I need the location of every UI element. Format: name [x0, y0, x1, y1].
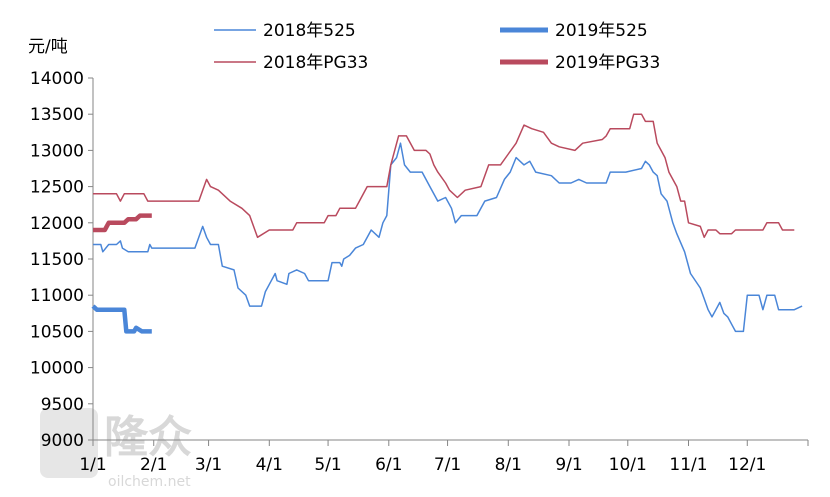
- x-tick-label: 4/1: [256, 455, 283, 475]
- y-tick-label: 11000: [30, 286, 84, 306]
- y-tick-label: 9000: [41, 431, 84, 451]
- x-tick-label: 10/1: [609, 455, 647, 475]
- legend: 2018年525 2019年525 2018年PG33 2019年PG33: [214, 21, 660, 73]
- series-line-2019年PG33: [93, 213, 152, 233]
- x-tick-label: 8/1: [495, 455, 522, 475]
- y-tick-label: 13000: [30, 141, 84, 161]
- legend-label-2019-525: 2019年525: [555, 21, 648, 41]
- series-lines: [91, 113, 803, 334]
- legend-label-2018-525: 2018年525: [263, 21, 356, 41]
- series-line-2018年PG33: [93, 113, 795, 239]
- y-tick-label: 10000: [30, 359, 84, 379]
- y-tick-label: 12000: [30, 214, 84, 234]
- y-tick-label: 13500: [30, 105, 84, 125]
- legend-label-2019-pg33: 2019年PG33: [555, 53, 660, 73]
- y-tick-label: 10500: [30, 322, 84, 342]
- x-tick-label: 12/1: [728, 455, 766, 475]
- x-tick-label: 7/1: [434, 455, 461, 475]
- y-tick-label: 14000: [30, 69, 84, 89]
- series-line-2019年525: [91, 304, 152, 334]
- series-line-2018年525: [93, 142, 803, 333]
- y-tick-label: 9500: [41, 395, 84, 415]
- x-tick-label: 1/1: [79, 455, 106, 475]
- x-tick-label: 11/1: [669, 455, 707, 475]
- x-tick-label: 6/1: [375, 455, 402, 475]
- x-tick-label: 9/1: [555, 455, 582, 475]
- x-tick-label: 5/1: [314, 455, 341, 475]
- y-tick-label: 11500: [30, 250, 84, 270]
- y-tick-label: 12500: [30, 178, 84, 198]
- watermark-site: oilchem.net: [108, 474, 191, 490]
- y-unit-label: 元/吨: [28, 37, 68, 57]
- y-ticks: 9000 9500 10000 10500 11000 11500 12000 12500 13…: [30, 69, 93, 451]
- x-tick-label: 3/1: [195, 455, 222, 475]
- x-ticks: 1/1 2/1 3/1 4/1 5/1 6/1 7/1 8/1 9/1 10/1 11/1 12/1: [79, 440, 809, 475]
- legend-label-2018-pg33: 2018年PG33: [263, 53, 368, 73]
- watermark-logo-icon: [40, 408, 98, 478]
- watermark-brand: 隆众: [104, 412, 192, 463]
- x-tick-label: 2/1: [140, 455, 167, 475]
- watermark: 隆众 oilchem.net: [40, 408, 192, 490]
